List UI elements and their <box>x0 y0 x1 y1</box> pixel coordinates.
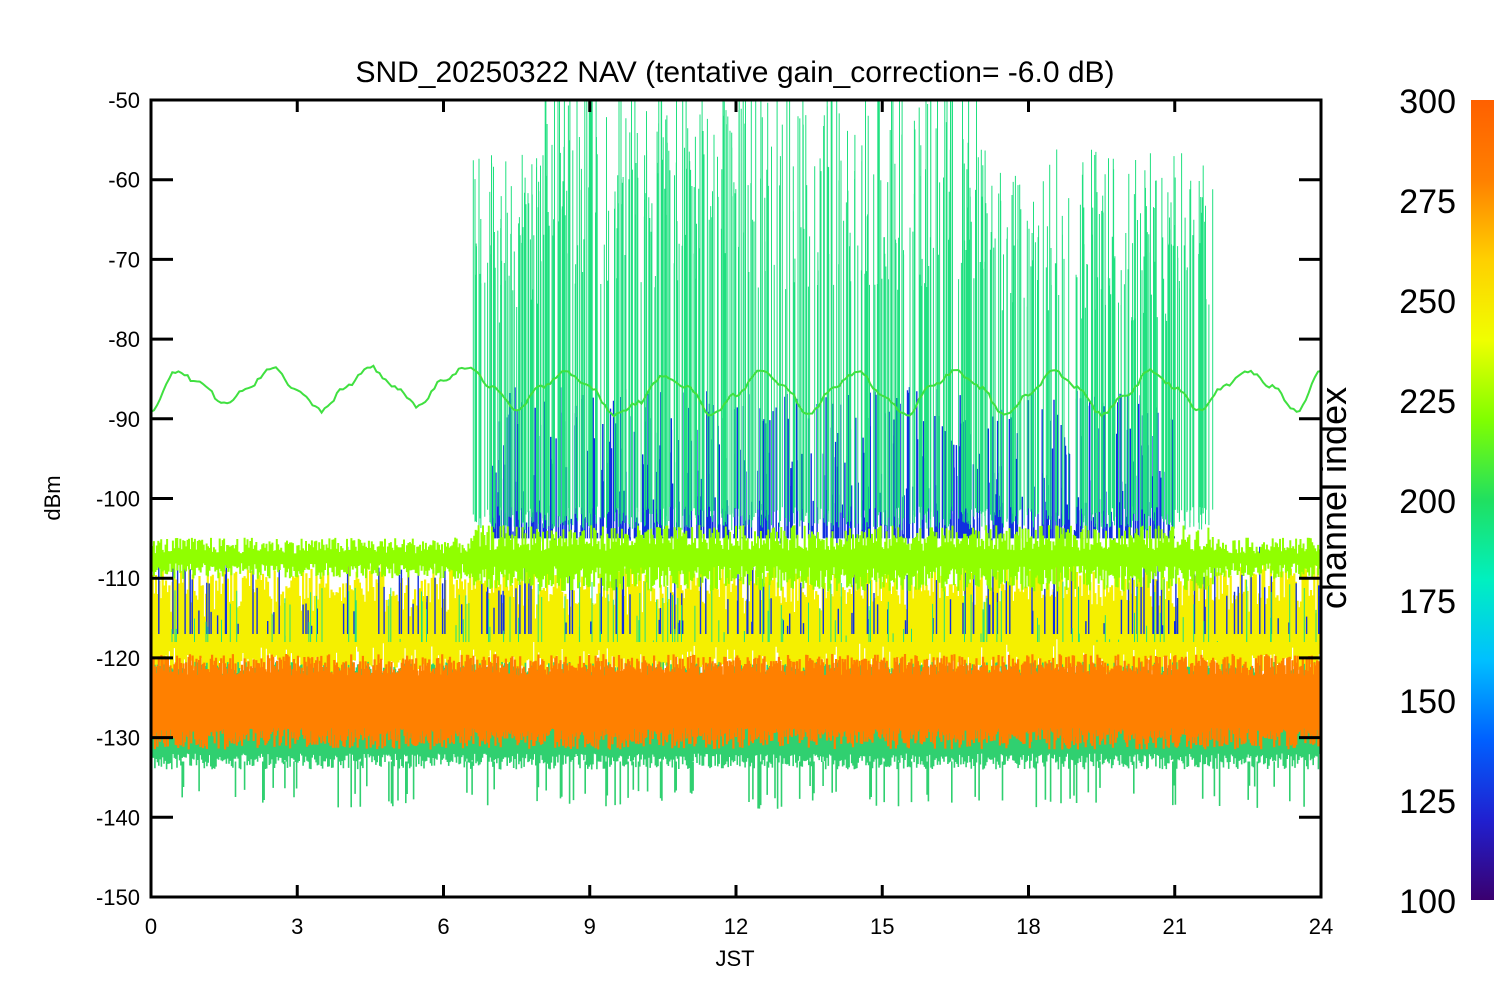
colorbar-tick-label: 300 <box>1399 83 1456 121</box>
y-tick-label: -50 <box>108 88 140 113</box>
x-tick-label: 9 <box>584 914 596 939</box>
y-tick-label: -110 <box>98 566 140 591</box>
series-sinusoidal-carrier <box>151 364 1321 418</box>
plot-area <box>151 100 1321 809</box>
chart-title: SND_20250322 NAV (tentative gain_correct… <box>355 56 1114 89</box>
colorbar-tick-label: 275 <box>1399 183 1456 221</box>
x-tick-label: 24 <box>1309 914 1333 939</box>
axes: 0 3 6 9 12 15 18 21 24 -50 -60 -70 -80 -90 -100 -110 -12… <box>96 88 1333 939</box>
colorbar-ticks: 300 275 250 225 200 175 150 125 100 <box>1399 83 1456 921</box>
series-daytime-bursts <box>171 100 1317 642</box>
series-steady-band <box>151 525 1321 592</box>
x-tick-label: 0 <box>145 914 157 939</box>
colorbar-tick-label: 200 <box>1399 483 1456 521</box>
colorbar-label: channel index <box>1313 387 1354 609</box>
x-tick-label: 3 <box>291 914 303 939</box>
x-tick-label: 18 <box>1016 914 1040 939</box>
y-tick-label: -150 <box>96 885 140 910</box>
colorbar <box>1471 100 1494 900</box>
y-tick-label: -100 <box>96 487 140 512</box>
colorbar-tick-label: 175 <box>1399 583 1456 621</box>
colorbar-tick-label: 150 <box>1399 683 1456 721</box>
colorbar-tick-label: 100 <box>1399 883 1456 921</box>
x-tick-label: 21 <box>1163 914 1187 939</box>
x-axis-label: JST <box>715 946 754 971</box>
colorbar-tick-label: 125 <box>1399 783 1456 821</box>
colorbar-tick-label: 250 <box>1399 283 1456 321</box>
y-tick-label: -120 <box>96 646 140 671</box>
x-tick-label: 15 <box>870 914 894 939</box>
x-tick-label: 12 <box>724 914 748 939</box>
series-noise-floor-band <box>151 654 1321 809</box>
y-tick-label: -140 <box>96 805 140 830</box>
y-tick-label: -70 <box>108 247 140 272</box>
y-tick-label: -60 <box>108 168 140 193</box>
colorbar-tick-label: 225 <box>1399 383 1456 421</box>
y-tick-label: -80 <box>108 327 140 352</box>
y-tick-label: -90 <box>108 407 140 432</box>
x-tick-label: 6 <box>437 914 449 939</box>
y-tick-label: -130 <box>96 726 140 751</box>
y-axis-label: dBm <box>40 475 65 520</box>
